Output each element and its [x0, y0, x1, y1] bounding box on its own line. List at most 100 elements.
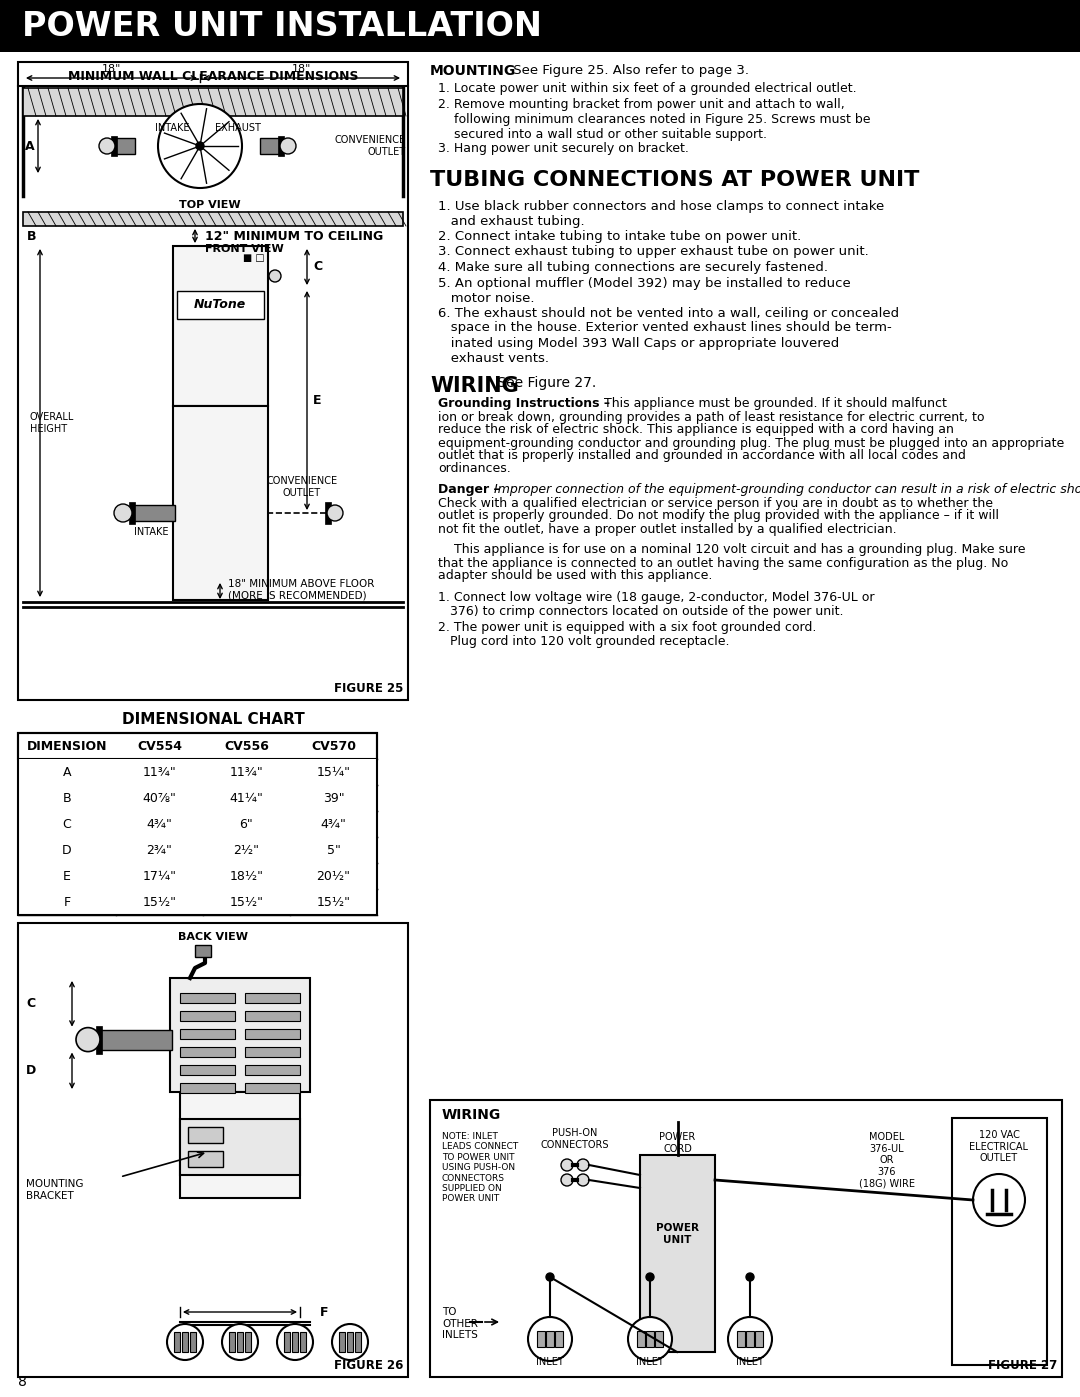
Bar [18, 61, 408, 700]
Text: WIRING: WIRING [442, 1108, 501, 1122]
Bar [190, 1331, 195, 1352]
Bar [245, 1030, 300, 1039]
Text: that the appliance is connected to an outlet having the same configuration as th: that the appliance is connected to an ou… [438, 556, 1009, 570]
Bar [284, 1331, 291, 1352]
Bar [18, 759, 377, 785]
Text: 18": 18" [102, 64, 121, 74]
Text: NOTE: INLET
LEADS CONNECT
TO POWER UNIT
USING PUSH-ON
CONNECTORS
SUPPLIED ON
POW: NOTE: INLET LEADS CONNECT TO POWER UNIT … [442, 1132, 518, 1203]
Text: 2¾": 2¾" [147, 844, 173, 856]
Bar [180, 1046, 235, 1058]
Text: 6": 6" [240, 817, 254, 830]
Bar [180, 993, 235, 1003]
Bar [18, 785, 377, 812]
Text: C: C [63, 817, 71, 830]
Text: D: D [26, 1065, 37, 1077]
Text: DIMENSIONAL CHART: DIMENSIONAL CHART [122, 711, 305, 726]
Text: B: B [27, 231, 37, 243]
Text: CV570: CV570 [311, 739, 356, 753]
Bar [23, 88, 403, 116]
Text: Check with a qualified electrician or service person if you are in doubt as to w: Check with a qualified electrician or se… [438, 496, 993, 510]
Text: equipment-grounding conductor and grounding plug. The plug must be plugged into : equipment-grounding conductor and ground… [438, 436, 1064, 450]
Text: E: E [63, 869, 71, 883]
Bar [654, 1331, 663, 1347]
Bar [188, 1127, 222, 1143]
Text: ■ □: ■ □ [243, 253, 265, 263]
Text: INLET: INLET [636, 1356, 664, 1368]
Circle shape [561, 1173, 573, 1186]
Text: reduce the risk of electric shock. This appliance is equipped with a cord having: reduce the risk of electric shock. This … [438, 423, 954, 436]
Text: C: C [313, 260, 322, 274]
Text: 8: 8 [18, 1375, 27, 1389]
Text: 15½": 15½" [316, 895, 351, 908]
Text: B: B [63, 792, 71, 805]
Text: 15½": 15½" [229, 895, 264, 908]
Text: F: F [320, 1306, 328, 1319]
Bar [300, 1331, 306, 1352]
Text: 18": 18" [292, 64, 311, 74]
Circle shape [646, 1273, 654, 1281]
Circle shape [746, 1273, 754, 1281]
Text: 5": 5" [326, 844, 340, 856]
Bar [18, 888, 377, 915]
Bar [546, 1331, 554, 1347]
Bar [18, 733, 377, 759]
Text: F: F [64, 895, 70, 908]
Bar [18, 863, 377, 888]
Bar [23, 212, 403, 226]
Text: MINIMUM WALL CLEARANCE DIMENSIONS: MINIMUM WALL CLEARANCE DIMENSIONS [68, 70, 359, 82]
Text: See Figure 27.: See Figure 27. [492, 376, 596, 390]
Text: CONVENIENCE
OUTLET: CONVENIENCE OUTLET [335, 136, 406, 156]
Bar [229, 1331, 235, 1352]
Bar [0, 0, 1080, 52]
Bar [170, 978, 310, 1092]
Bar [260, 138, 280, 154]
Text: 6. The exhaust should not be vented into a wall, ceiling or concealed
   space i: 6. The exhaust should not be vented into… [438, 306, 900, 365]
Bar [278, 136, 284, 156]
Circle shape [158, 103, 242, 189]
Text: CV556: CV556 [224, 739, 269, 753]
Text: 18½": 18½" [229, 869, 264, 883]
Text: 17¼": 17¼" [143, 869, 176, 883]
Text: 1. Connect low voltage wire (18 gauge, 2-conductor, Model 376-UL or
   376) to c: 1. Connect low voltage wire (18 gauge, 2… [438, 591, 875, 619]
Bar [746, 1331, 754, 1347]
Bar [177, 291, 264, 319]
Bar [737, 1331, 745, 1347]
Bar [237, 1331, 243, 1352]
Text: TO
OTHER
INLETS: TO OTHER INLETS [442, 1308, 477, 1340]
Circle shape [269, 270, 281, 282]
Text: 20½": 20½" [316, 869, 351, 883]
Bar [245, 1046, 300, 1058]
Bar [245, 1331, 251, 1352]
Text: INLET: INLET [536, 1356, 564, 1368]
Bar [245, 993, 300, 1003]
Text: Grounding Instructions –: Grounding Instructions – [438, 398, 610, 411]
Text: NuTone: NuTone [194, 299, 246, 312]
Text: ordinances.: ordinances. [438, 462, 511, 475]
Text: E: E [313, 394, 322, 407]
Text: 39": 39" [323, 792, 345, 805]
Bar [245, 1065, 300, 1076]
Text: not fit the outlet, have a proper outlet installed by a qualified electrician.: not fit the outlet, have a proper outlet… [438, 522, 896, 535]
Bar [183, 1331, 188, 1352]
Text: This appliance must be grounded. If it should malfunct: This appliance must be grounded. If it s… [600, 398, 947, 411]
Circle shape [99, 138, 114, 154]
Bar [111, 136, 117, 156]
Text: POWER
UNIT: POWER UNIT [656, 1222, 699, 1245]
Text: Danger –: Danger – [438, 483, 500, 496]
Text: BACK VIEW: BACK VIEW [178, 932, 248, 942]
Text: FIGURE 27: FIGURE 27 [988, 1359, 1057, 1372]
Text: C: C [26, 997, 36, 1010]
Text: DIMENSION: DIMENSION [27, 739, 107, 753]
Bar [292, 1331, 298, 1352]
Text: FIGURE 25: FIGURE 25 [334, 682, 403, 694]
Text: MOUNTING: MOUNTING [430, 64, 516, 78]
Text: INTAKE: INTAKE [134, 527, 168, 536]
Text: 2. Connect intake tubing to intake tube on power unit.: 2. Connect intake tubing to intake tube … [438, 231, 801, 243]
Text: adapter should be used with this appliance.: adapter should be used with this applian… [438, 570, 713, 583]
Bar [637, 1331, 645, 1347]
Text: 3. Connect exhaust tubing to upper exhaust tube on power unit.: 3. Connect exhaust tubing to upper exhau… [438, 246, 868, 258]
Text: 12" MINIMUM TO CEILING: 12" MINIMUM TO CEILING [205, 229, 383, 243]
Text: outlet is properly grounded. Do not modify the plug provided with the appliance : outlet is properly grounded. Do not modi… [438, 510, 999, 522]
Bar [339, 1331, 345, 1352]
Bar [133, 504, 175, 521]
